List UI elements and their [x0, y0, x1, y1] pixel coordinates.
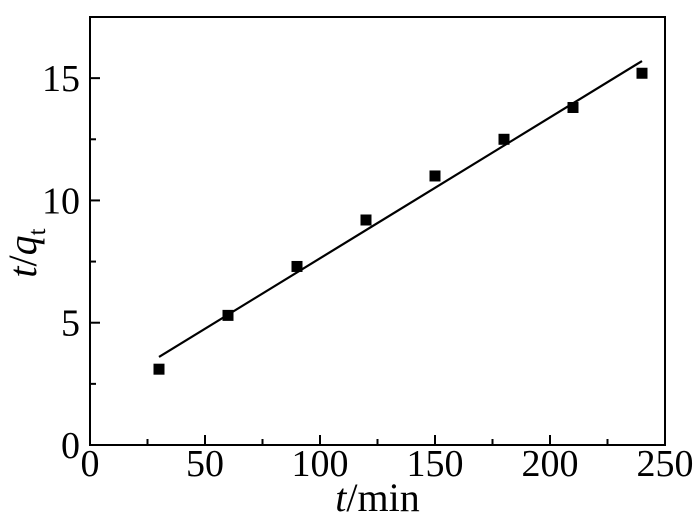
data-point	[153, 363, 165, 375]
data-point	[429, 170, 441, 182]
y-tick-label: 5	[61, 303, 80, 345]
x-tick-label: 50	[186, 443, 224, 485]
data-point	[360, 214, 372, 226]
x-tick-label: 100	[292, 443, 349, 485]
data-point	[567, 101, 579, 113]
data-point	[222, 309, 234, 321]
y-axis-label: t/qt	[0, 228, 51, 277]
y-tick-label: 10	[42, 180, 80, 222]
fit-line	[158, 60, 643, 358]
x-tick-label: 200	[522, 443, 579, 485]
plot-frame	[89, 16, 666, 446]
y-tick-label: 15	[42, 58, 80, 100]
y-tick-label: 0	[61, 425, 80, 467]
x-tick-label: 150	[407, 443, 464, 485]
x-tick-label: 0	[81, 443, 100, 485]
data-point	[498, 133, 510, 145]
data-point	[291, 260, 303, 272]
data-point	[636, 67, 648, 79]
x-axis-label: t/min	[335, 475, 419, 520]
x-tick-label: 250	[637, 443, 694, 485]
